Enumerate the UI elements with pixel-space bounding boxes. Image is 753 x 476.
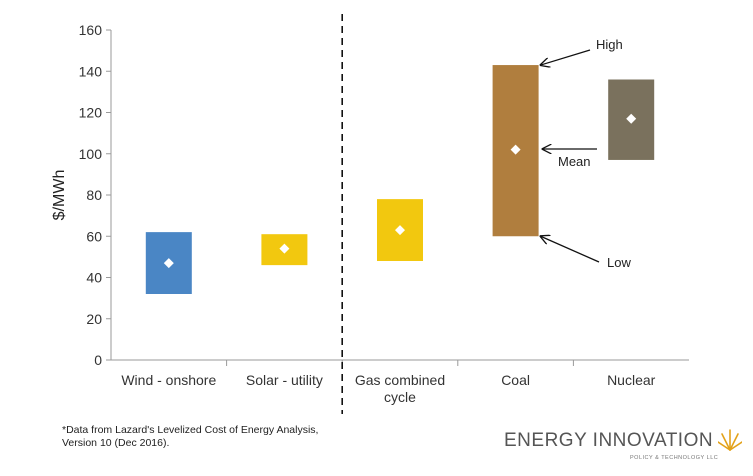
y-tick-label: 160 xyxy=(79,22,103,38)
chart-bars xyxy=(145,65,655,294)
x-category-label: Nuclear xyxy=(607,372,656,388)
mean-marker xyxy=(510,144,521,155)
y-axis-label: $/MWh xyxy=(51,170,68,221)
chart-axes: 0 20 40 60 80 100 120 140 160 $/MWh Wind - onshore… xyxy=(51,14,689,414)
high-annotation: High xyxy=(596,37,623,52)
x-category-label-line: Wind - onshore xyxy=(121,372,216,388)
x-category-label: Solar - utility xyxy=(246,372,323,388)
x-category-label: Coal xyxy=(501,372,530,388)
logo-text: ENERGY INNOVATION xyxy=(504,430,714,451)
high-arrow xyxy=(541,49,591,65)
x-category-label: Gas combined cycle xyxy=(355,372,445,405)
x-category-label-line: Coal xyxy=(501,372,530,388)
logo-subtext: POLICY & TECHNOLOGY LLC xyxy=(630,455,719,461)
y-tick-label: 120 xyxy=(79,105,103,121)
mean-marker xyxy=(626,113,637,124)
sun-icon xyxy=(718,429,742,451)
y-tick-label: 100 xyxy=(79,146,103,162)
y-tick-label: 60 xyxy=(86,228,102,244)
data-source-footnote: *Data from Lazard's Levelized Cost of En… xyxy=(62,424,319,449)
y-tick-label: 40 xyxy=(86,270,102,286)
x-category-label-line: Gas combined xyxy=(355,372,445,388)
mean-marker xyxy=(395,225,405,236)
mean-marker xyxy=(163,258,174,269)
cost-range-chart: 0 20 40 60 80 100 120 140 160 $/MWh Wind - onshore… xyxy=(51,14,689,414)
x-category-label-line: Solar - utility xyxy=(246,372,323,388)
y-tick-label: 0 xyxy=(94,352,102,368)
y-tick-label: 140 xyxy=(79,63,103,79)
low-arrow xyxy=(541,236,600,263)
low-annotation: Low xyxy=(607,255,631,270)
x-category-label-line: cycle xyxy=(384,389,416,405)
x-category-label-line: Nuclear xyxy=(607,372,656,388)
mean-marker xyxy=(279,243,290,254)
energy-innovation-logo: ENERGY INNOVATION POLICY & TECHNOLOGY LL… xyxy=(504,424,744,469)
x-category-label: Wind - onshore xyxy=(121,372,216,388)
y-tick-label: 20 xyxy=(86,311,102,327)
chart-annotations: High Mean Low xyxy=(541,37,631,270)
mean-annotation: Mean xyxy=(558,154,591,169)
y-tick-label: 80 xyxy=(86,187,102,203)
